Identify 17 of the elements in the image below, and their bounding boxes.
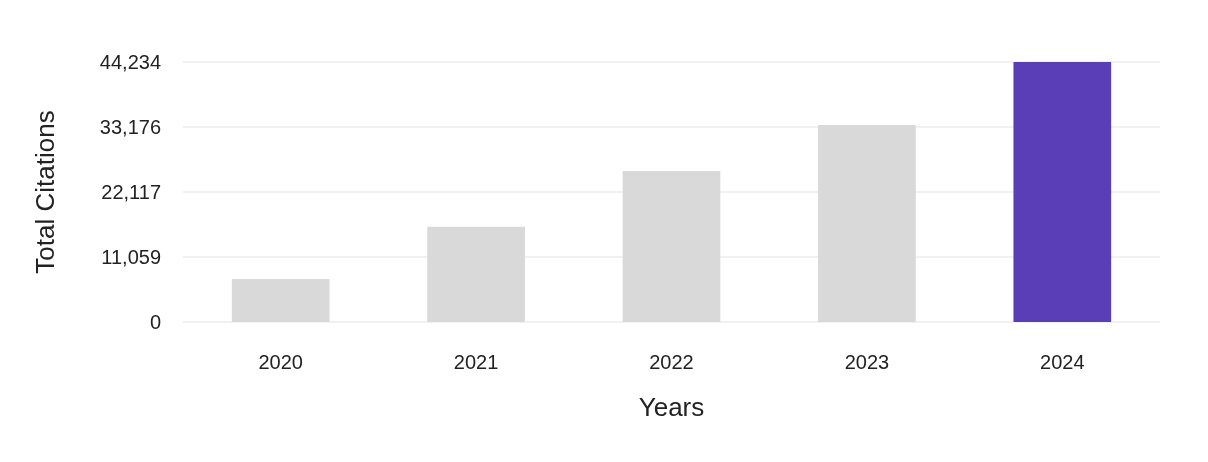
x-tick-label: 2021 bbox=[453, 351, 499, 373]
y-tick-label: 44,234 bbox=[99, 51, 161, 73]
x-tick-label: 2024 bbox=[1040, 351, 1085, 373]
y-tick-label: 0 bbox=[149, 311, 161, 333]
y-tick-label: 22,117 bbox=[101, 181, 161, 203]
bar bbox=[622, 170, 721, 322]
x-tick-label: 2022 bbox=[649, 351, 694, 373]
x-tick-label: 2023 bbox=[844, 351, 890, 373]
x-axis-title: Years bbox=[638, 392, 705, 422]
bar bbox=[1013, 62, 1112, 322]
bar bbox=[818, 125, 916, 322]
y-tick-label: 11,059 bbox=[101, 246, 161, 268]
bar bbox=[231, 279, 330, 322]
bar bbox=[427, 226, 525, 322]
x-tick-label: 2020 bbox=[258, 351, 303, 373]
y-tick-label: 33,176 bbox=[99, 116, 161, 138]
y-axis-title: Total Citations bbox=[30, 110, 60, 274]
